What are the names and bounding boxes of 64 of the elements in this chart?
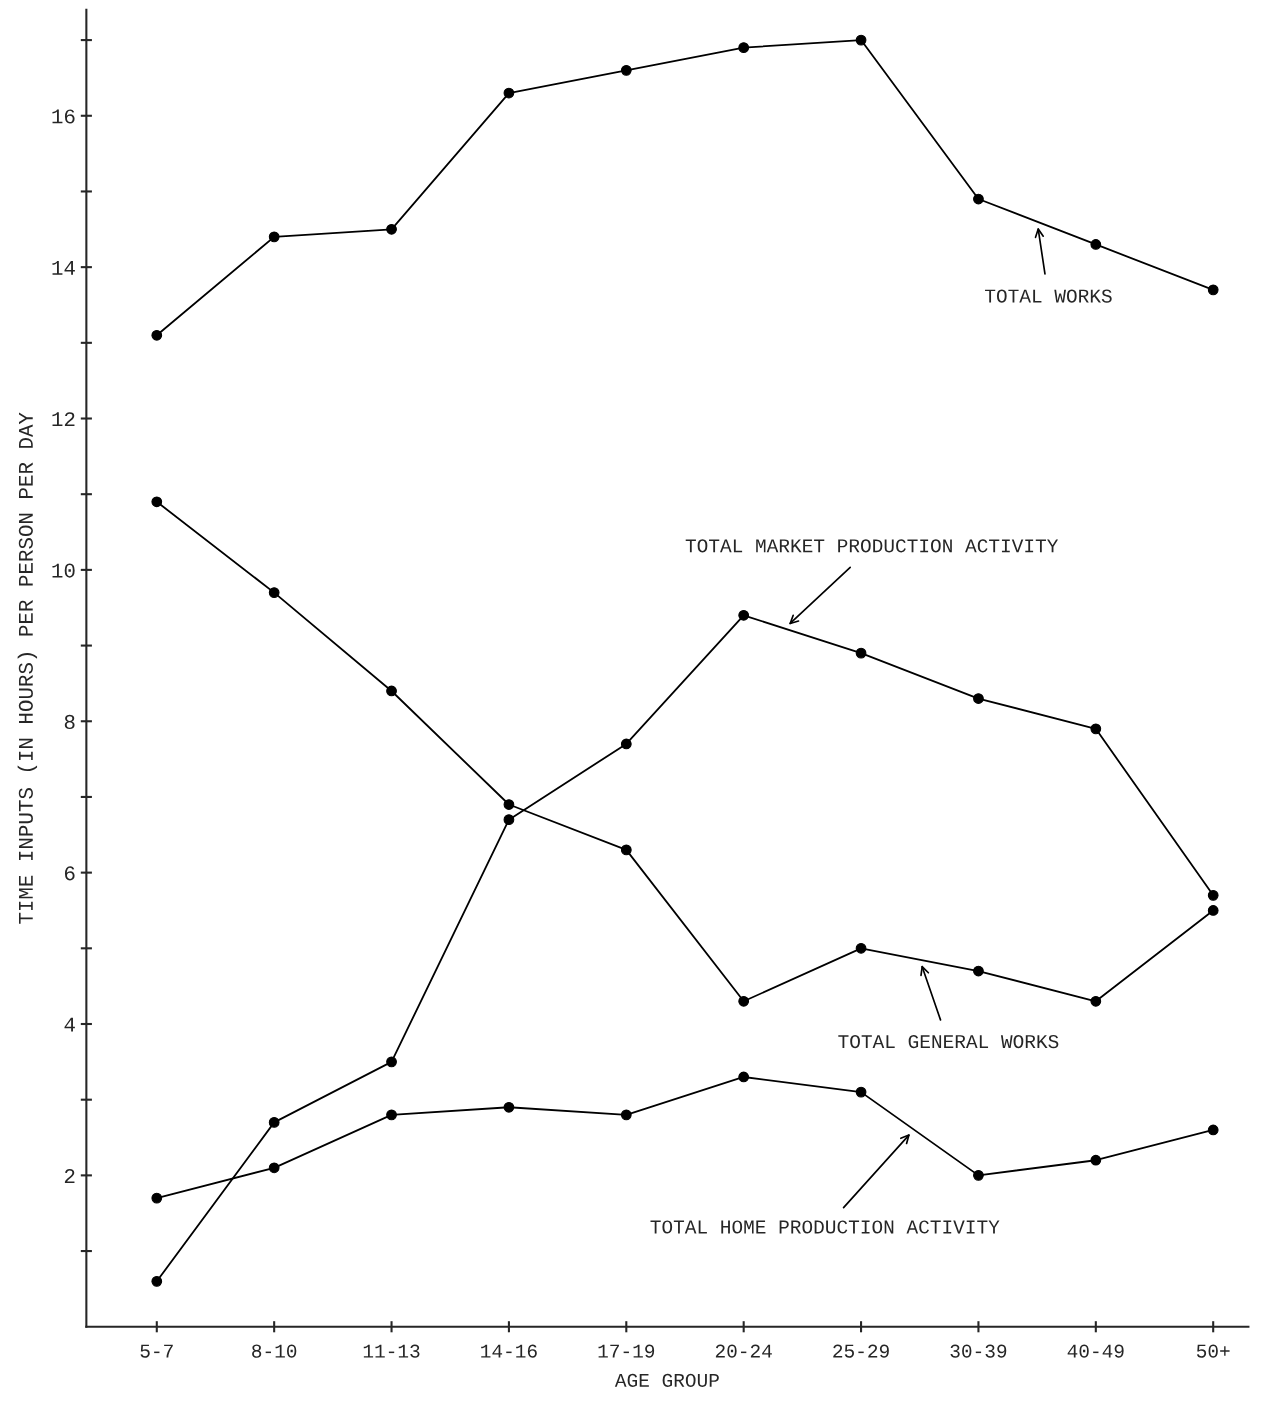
x-tick-label: 20-24	[715, 1344, 772, 1358]
point	[855, 34, 867, 46]
point	[503, 1101, 515, 1113]
x-tick-label: 14-16	[481, 1344, 537, 1358]
y-tick-label: 10	[52, 563, 75, 578]
point	[151, 329, 163, 341]
point	[1207, 905, 1219, 916]
x-tick-label: 8-10	[252, 1344, 297, 1358]
x-tick-label: 25-29	[833, 1344, 889, 1358]
point	[973, 1169, 984, 1181]
point	[738, 1071, 750, 1083]
point	[386, 223, 397, 235]
y-tick-label: 6	[64, 866, 75, 881]
point	[1090, 723, 1102, 735]
point	[855, 1086, 867, 1098]
y-tick-label: 2	[64, 1168, 75, 1183]
point	[855, 647, 867, 659]
point	[386, 685, 397, 697]
x-tick-label: 5-7	[140, 1344, 173, 1358]
point	[1207, 1124, 1219, 1136]
x-tick-label: 30-39	[950, 1344, 1007, 1358]
point	[973, 693, 984, 704]
legend-label: TOTAL WORKS	[985, 289, 1112, 303]
text: TOTAL HOME PRODUCTION ACTIVITY	[650, 1220, 1000, 1234]
point	[1207, 889, 1219, 901]
x-tick-label: 40-49	[1067, 1344, 1124, 1358]
point	[620, 1109, 632, 1121]
x-tick-label: 17-19	[598, 1344, 655, 1358]
point	[268, 231, 280, 243]
y-axis-title: TIME INPUTS (IN HOURS) PER PERSON PER DAY	[17, 412, 38, 924]
point	[151, 496, 163, 508]
point	[268, 587, 280, 598]
y-tick-label: 16	[52, 109, 75, 124]
text: TOTAL GENERAL WORKS	[838, 1034, 1059, 1049]
point	[503, 799, 515, 810]
point	[855, 942, 867, 954]
point	[1090, 239, 1102, 250]
point	[151, 1192, 163, 1204]
point	[620, 738, 632, 750]
point	[386, 1056, 397, 1068]
y-tick-label: 14	[52, 260, 75, 275]
x-tick-label: 11-13	[363, 1344, 420, 1358]
point	[973, 965, 984, 977]
y-tick-label: 12	[52, 412, 75, 427]
point	[503, 87, 515, 99]
point	[738, 995, 750, 1007]
point	[503, 814, 515, 826]
x-tick-label: 50+	[1196, 1344, 1230, 1358]
point	[268, 1117, 280, 1128]
point	[1207, 284, 1219, 296]
point	[738, 42, 750, 54]
x-axis-title: AGE GROUP	[614, 1373, 719, 1387]
point	[738, 609, 750, 621]
point	[620, 844, 632, 856]
text: TOTAL MARKET PRODUCTION ACTIVITY	[685, 539, 1059, 553]
point	[386, 1109, 397, 1121]
point	[1090, 995, 1102, 1007]
point	[268, 1162, 280, 1174]
point	[973, 193, 984, 205]
y-tick-label: 8	[64, 714, 75, 730]
point	[1090, 1154, 1102, 1166]
point	[151, 1275, 163, 1287]
y-tick-label: 4	[64, 1017, 75, 1032]
point	[620, 64, 632, 76]
